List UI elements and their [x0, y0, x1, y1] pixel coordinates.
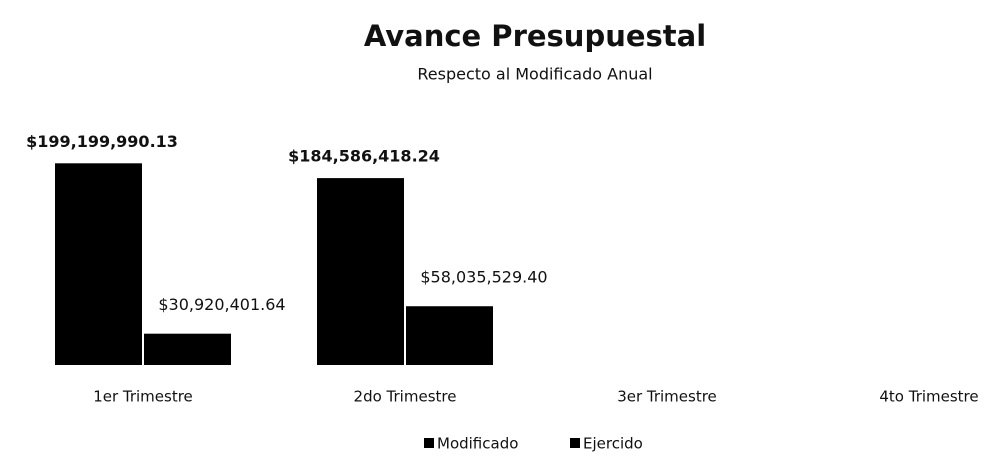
value-label: $184,586,418.24 — [288, 147, 440, 166]
x-tick-label: 3er Trimestre — [617, 388, 717, 406]
value-label: $58,035,529.40 — [420, 268, 547, 287]
legend-swatch — [570, 438, 580, 448]
bar — [55, 163, 142, 365]
bar — [144, 333, 231, 365]
chart-subtitle: Respecto al Modificado Anual — [417, 65, 652, 84]
chart-title: Avance Presupuestal — [364, 19, 706, 53]
x-tick-label: 2do Trimestre — [354, 388, 457, 406]
value-label: $30,920,401.64 — [158, 295, 285, 314]
bar — [317, 178, 404, 365]
bar — [406, 306, 493, 365]
x-tick-label: 4to Trimestre — [879, 388, 978, 406]
x-tick-label: 1er Trimestre — [93, 388, 193, 406]
legend-label: Ejercido — [583, 435, 643, 453]
legend-swatch — [424, 438, 434, 448]
legend-label: Modificado — [437, 435, 518, 453]
value-label: $199,199,990.13 — [26, 132, 178, 151]
